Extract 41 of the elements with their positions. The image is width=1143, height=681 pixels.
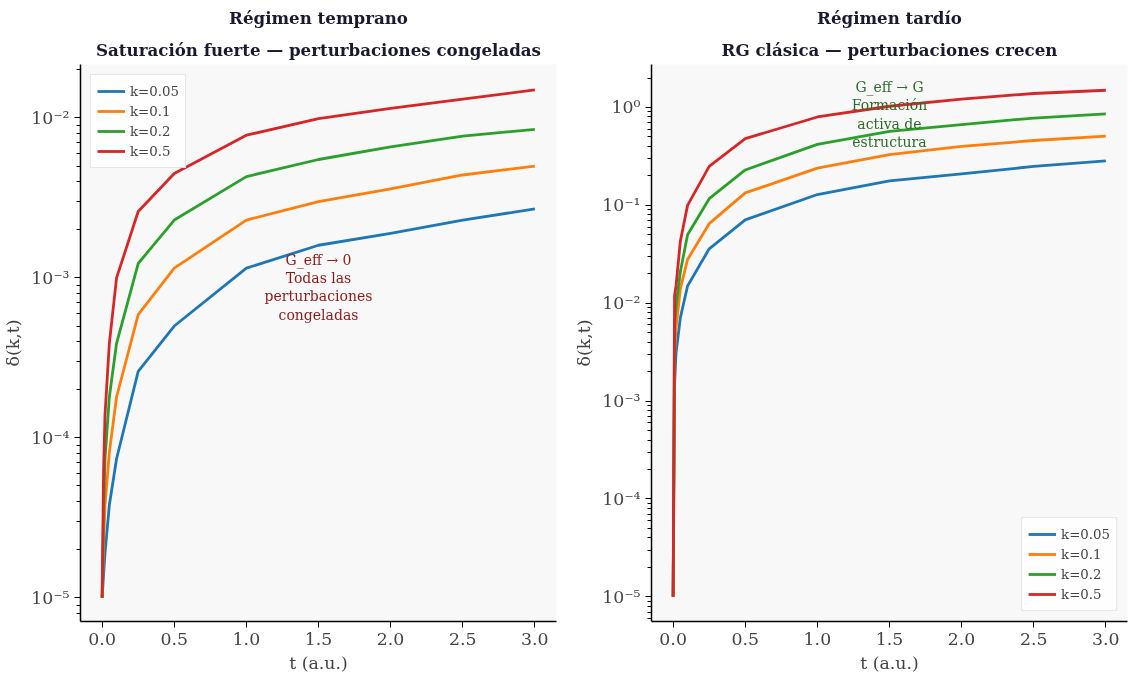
y-tick-label: 10⁻²	[602, 293, 641, 314]
legend-label: k=0.2	[1061, 566, 1102, 582]
legend-label: k=0.1	[130, 103, 171, 119]
x-tick-label: 0.5	[731, 628, 760, 649]
x-tick-label: 2.5	[1019, 628, 1048, 649]
y-tick-label: 10⁻³	[31, 267, 70, 288]
legend-label: k=0.1	[1061, 546, 1102, 562]
y-tick-label: 10⁰	[611, 97, 641, 118]
x-tick-label: 3.0	[1092, 628, 1120, 649]
x-tick-label: 0.5	[160, 628, 189, 649]
x-axis-title: t (a.u.)	[860, 652, 919, 673]
chart-subtitle: Saturación fuerte — perturbaciones congeladas	[96, 39, 541, 60]
y-axis-title: δ(k,t)	[574, 319, 595, 367]
legend-label: k=0.5	[130, 143, 171, 159]
chart-subtitle: RG clásica — perturbaciones crecen	[721, 39, 1058, 60]
x-tick-label: 1.0	[232, 628, 261, 649]
x-tick-label: 2.0	[376, 628, 405, 649]
legend-label: k=0.2	[130, 123, 171, 139]
x-tick-label: 1.5	[304, 628, 333, 649]
x-tick-label: 2.5	[448, 628, 477, 649]
legend-label: k=0.05	[130, 83, 179, 99]
legend-label: k=0.5	[1061, 586, 1102, 602]
x-tick-label: 0.0	[659, 628, 687, 649]
y-tick-label: 10⁻⁵	[602, 586, 641, 607]
y-axis-title: δ(k,t)	[3, 319, 24, 367]
y-tick-label: 10⁻¹	[602, 195, 641, 216]
x-tick-label: 1.5	[875, 628, 904, 649]
annotation: G_eff → 0 Todas las perturbaciones congeladas	[264, 251, 373, 323]
y-tick-label: 10⁻⁴	[602, 488, 641, 509]
y-tick-label: 10⁻³	[602, 391, 641, 412]
x-tick-label: 2.0	[947, 628, 976, 649]
x-axis-title: t (a.u.)	[289, 652, 348, 673]
y-tick-label: 10⁻²	[31, 107, 70, 128]
x-tick-label: 3.0	[521, 628, 549, 649]
legend-label: k=0.05	[1061, 526, 1110, 542]
y-tick-label: 10⁻⁴	[31, 427, 70, 448]
x-tick-label: 1.0	[803, 628, 832, 649]
chart-title: Régimen tardío	[817, 7, 962, 28]
y-tick-label: 10⁻⁵	[31, 587, 70, 608]
chart-title: Régimen temprano	[229, 7, 408, 28]
x-tick-label: 0.0	[88, 628, 116, 649]
